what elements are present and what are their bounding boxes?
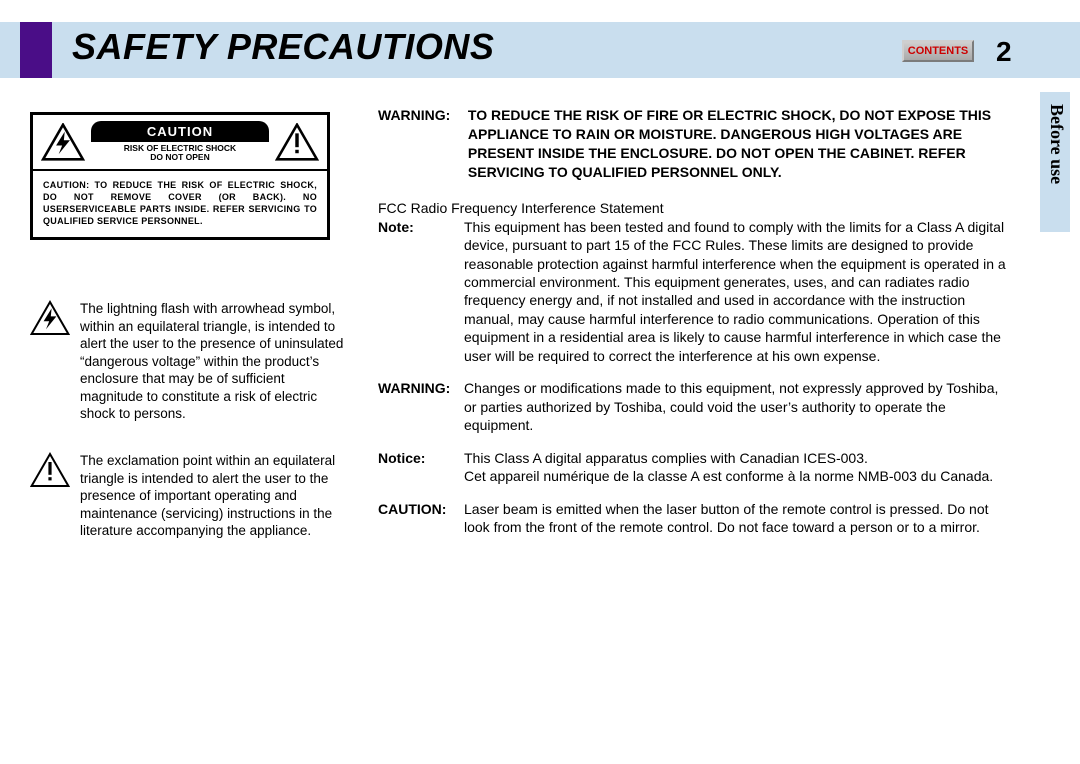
symbol-explain-bolt: The lightning flash with arrowhead symbo… bbox=[30, 300, 350, 423]
exclaim-triangle-icon bbox=[275, 123, 319, 161]
header-accent-block bbox=[20, 22, 52, 78]
symbol-exclaim-text: The exclamation point within an equilate… bbox=[80, 452, 350, 540]
note-label: Note: bbox=[378, 218, 464, 366]
note-text: Changes or modifications made to this eq… bbox=[464, 379, 1014, 434]
symbol-explain-exclaim: The exclamation point within an equilate… bbox=[30, 452, 350, 540]
caution-pill: CAUTION RISK OF ELECTRIC SHOCK DO NOT OP… bbox=[91, 121, 269, 163]
bolt-triangle-icon bbox=[41, 123, 85, 161]
main-warning-label: WARNING: bbox=[378, 106, 464, 125]
right-column: WARNING: TO REDUCE THE RISK OF FIRE OR E… bbox=[378, 106, 1014, 551]
page-title: SAFETY PRECAUTIONS bbox=[72, 26, 494, 68]
note-text: This equipment has been tested and found… bbox=[464, 218, 1014, 366]
exclaim-triangle-icon bbox=[30, 452, 70, 488]
main-warning-text: TO REDUCE THE RISK OF FIRE OR ELECTRIC S… bbox=[468, 106, 1008, 182]
note-label: WARNING: bbox=[378, 379, 464, 434]
fcc-heading: FCC Radio Frequency Interference Stateme… bbox=[378, 200, 1014, 216]
page-number: 2 bbox=[996, 36, 1012, 68]
note-row: WARNING: Changes or modifications made t… bbox=[378, 379, 1014, 434]
caution-body-text: CAUTION: TO REDUCE THE RISK OF ELECTRIC … bbox=[33, 171, 327, 238]
note-label: CAUTION: bbox=[378, 500, 464, 537]
note-text: This Class A digital apparatus complies … bbox=[464, 449, 1014, 486]
section-tab-label: Before use bbox=[1046, 104, 1067, 184]
note-text: Laser beam is emitted when the laser but… bbox=[464, 500, 1014, 537]
bolt-triangle-icon bbox=[30, 300, 70, 336]
note-row: Notice: This Class A digital apparatus c… bbox=[378, 449, 1014, 486]
note-row: Note: This equipment has been tested and… bbox=[378, 218, 1014, 366]
symbol-bolt-text: The lightning flash with arrowhead symbo… bbox=[80, 300, 350, 423]
caution-pill-title: CAUTION bbox=[91, 121, 269, 142]
note-row: CAUTION: Laser beam is emitted when the … bbox=[378, 500, 1014, 537]
caution-pill-line2: DO NOT OPEN bbox=[150, 152, 210, 162]
contents-button[interactable]: CONTENTS bbox=[902, 40, 974, 62]
note-label: Notice: bbox=[378, 449, 464, 486]
caution-label-top: CAUTION RISK OF ELECTRIC SHOCK DO NOT OP… bbox=[33, 115, 327, 171]
caution-label-box: CAUTION RISK OF ELECTRIC SHOCK DO NOT OP… bbox=[30, 112, 330, 240]
main-warning: WARNING: TO REDUCE THE RISK OF FIRE OR E… bbox=[378, 106, 1014, 182]
